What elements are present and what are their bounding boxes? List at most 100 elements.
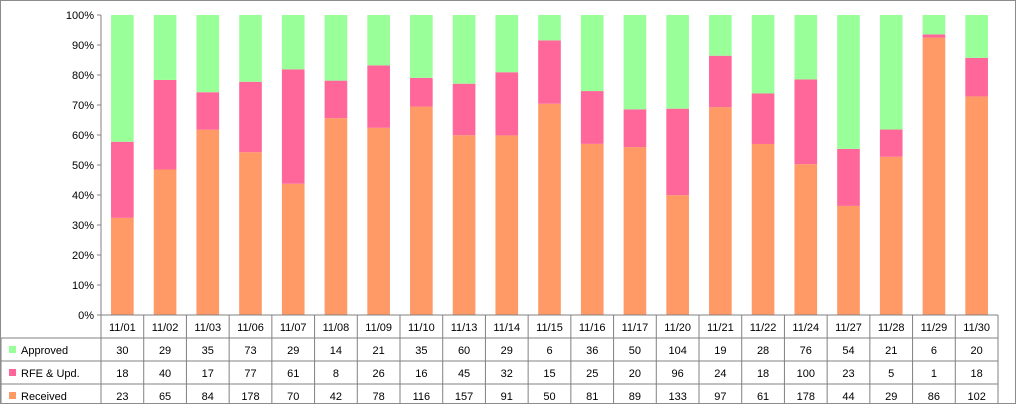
data-table-value: 89 <box>629 391 641 403</box>
bar-received-11-06 <box>239 152 262 315</box>
data-table-value: 25 <box>586 368 598 380</box>
bar-approved-11-29 <box>922 15 946 35</box>
x-category-label: 11/02 <box>152 322 179 334</box>
data-table-value: 23 <box>842 368 854 380</box>
y-tick-label: 30% <box>72 220 94 232</box>
bar-rfe-upd-11-09 <box>367 65 390 128</box>
data-table-value: 45 <box>458 368 470 380</box>
bar-received-11-03 <box>196 129 220 315</box>
data-table-value: 178 <box>241 391 259 403</box>
data-table-value: 29 <box>287 345 299 357</box>
bar-received-11-20 <box>666 195 689 315</box>
data-table-value: 26 <box>373 368 385 380</box>
bar-approved-11-21 <box>709 15 732 56</box>
bar-received-11-10 <box>410 106 433 316</box>
bar-approved-11-09 <box>367 15 390 66</box>
data-table-value: 24 <box>714 368 726 380</box>
data-table-value: 18 <box>971 368 983 380</box>
bar-received-11-21 <box>709 107 732 316</box>
data-table-value: 54 <box>842 345 854 357</box>
data-table-value: 36 <box>586 345 598 357</box>
bar-rfe-upd-11-29 <box>922 34 946 38</box>
bar-approved-11-06 <box>239 15 262 82</box>
x-category-label: 11/16 <box>579 322 606 334</box>
data-table-value: 77 <box>244 368 256 380</box>
data-table-value: 78 <box>373 391 385 403</box>
data-table-value: 29 <box>159 345 171 357</box>
bar-received-11-28 <box>879 156 903 315</box>
data-table-value: 104 <box>668 345 686 357</box>
bar-approved-11-22 <box>751 15 775 94</box>
bar-rfe-upd-11-30 <box>965 57 988 97</box>
y-tick-label: 40% <box>72 190 94 202</box>
bar-received-11-07 <box>281 183 305 315</box>
legend-label: Received <box>21 391 67 403</box>
data-table-value: 97 <box>714 391 726 403</box>
data-table-value: 116 <box>413 391 431 403</box>
data-table-value: 8 <box>333 368 339 380</box>
legend-key-2 <box>9 392 16 399</box>
bar-approved-11-08 <box>324 15 348 81</box>
data-table-value: 73 <box>244 345 256 357</box>
data-table-value: 50 <box>543 391 555 403</box>
bar-rfe-upd-11-01 <box>111 141 134 218</box>
bar-received-11-14 <box>495 135 519 315</box>
bar-rfe-upd-11-10 <box>410 77 433 107</box>
x-category-label: 11/06 <box>237 322 264 334</box>
bar-approved-11-24 <box>794 15 818 80</box>
bar-rfe-upd-11-20 <box>666 108 689 196</box>
y-tick-label: 70% <box>72 100 94 112</box>
x-category-label: 11/20 <box>664 322 691 334</box>
x-category-label: 11/08 <box>323 322 350 334</box>
data-table-value: 6 <box>931 345 937 357</box>
data-table-value: 44 <box>842 391 854 403</box>
bar-rfe-upd-11-27 <box>837 148 860 206</box>
bar-received-11-09 <box>367 127 390 315</box>
data-table-value: 96 <box>672 368 684 380</box>
bar-received-11-27 <box>837 205 860 315</box>
data-table-value: 157 <box>455 391 473 403</box>
bar-approved-11-13 <box>452 15 476 84</box>
bar-rfe-upd-11-15 <box>538 40 561 104</box>
legend-label: RFE & Upd. <box>21 368 80 380</box>
bar-rfe-upd-11-13 <box>452 83 476 136</box>
y-tick-label: 80% <box>72 70 94 82</box>
bar-received-11-01 <box>111 217 134 315</box>
data-table-value: 100 <box>797 368 815 380</box>
x-category-label: 11/17 <box>622 322 649 334</box>
bar-approved-11-15 <box>538 15 561 41</box>
x-category-label: 11/22 <box>750 322 777 334</box>
x-category-label: 11/10 <box>408 322 435 334</box>
data-table-value: 20 <box>629 368 641 380</box>
bar-received-11-30 <box>965 96 988 315</box>
x-category-label: 11/13 <box>451 322 478 334</box>
bar-rfe-upd-11-06 <box>239 81 262 153</box>
y-tick-label: 0% <box>78 310 94 322</box>
x-category-label: 11/27 <box>835 322 862 334</box>
bar-rfe-upd-11-22 <box>751 93 775 144</box>
bar-approved-11-20 <box>666 15 689 109</box>
bar-approved-11-10 <box>410 15 433 78</box>
x-category-label: 11/21 <box>707 322 734 334</box>
data-table-value: 14 <box>330 345 342 357</box>
bar-approved-11-02 <box>153 15 177 80</box>
y-tick-label: 20% <box>72 250 94 262</box>
data-table-value: 20 <box>971 345 983 357</box>
bar-approved-11-30 <box>965 15 988 58</box>
data-table-value: 84 <box>202 391 214 403</box>
data-table-value: 42 <box>330 391 342 403</box>
y-tick-label: 100% <box>66 10 94 22</box>
bar-received-11-17 <box>623 147 647 315</box>
data-table-value: 6 <box>546 345 552 357</box>
bar-rfe-upd-11-14 <box>495 72 519 136</box>
data-table-value: 76 <box>800 345 812 357</box>
x-category-label: 11/07 <box>280 322 307 334</box>
data-table-value: 40 <box>159 368 171 380</box>
legend-key-0 <box>9 346 16 353</box>
data-table-value: 35 <box>415 345 427 357</box>
bar-rfe-upd-11-16 <box>580 91 604 144</box>
data-table-value: 18 <box>116 368 128 380</box>
x-category-label: 11/03 <box>194 322 221 334</box>
data-table-value: 133 <box>668 391 686 403</box>
